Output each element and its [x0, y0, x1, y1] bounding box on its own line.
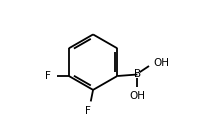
Text: OH: OH	[153, 58, 169, 68]
Text: F: F	[45, 71, 51, 81]
Text: OH: OH	[129, 91, 145, 101]
Text: B: B	[134, 69, 141, 80]
Text: F: F	[86, 106, 91, 116]
